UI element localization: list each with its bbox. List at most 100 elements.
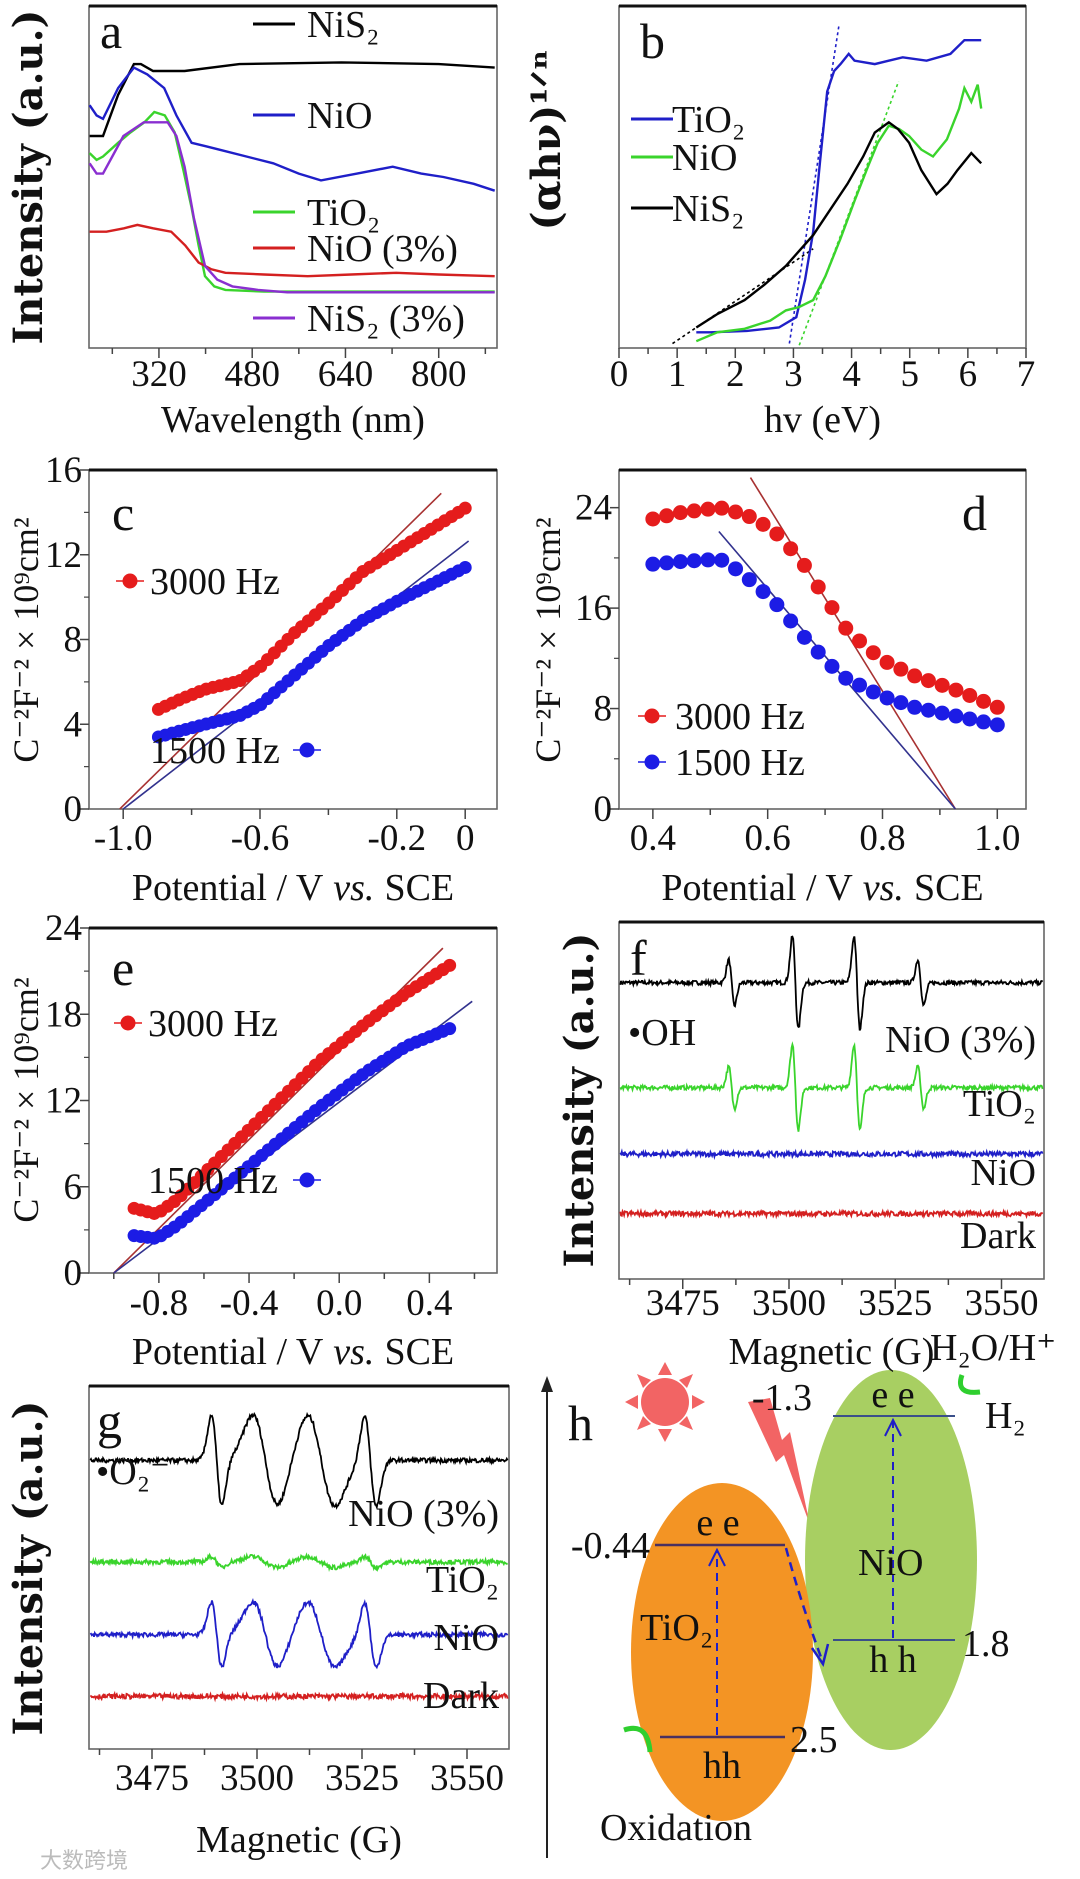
series-0: [127, 958, 457, 1220]
spectrum-label: NiO (3%): [348, 1493, 499, 1535]
legend-label: 1500 Hz: [675, 742, 805, 784]
series-0: [645, 500, 1005, 715]
series-line: [695, 84, 983, 343]
legend-entry: TiO₂: [631, 99, 745, 141]
x-tick-label: 3: [784, 354, 803, 395]
sun-icon: [625, 1362, 705, 1442]
legend-entry: NiS₂: [631, 188, 744, 230]
data-point: [769, 597, 785, 613]
legend-label: 3000 Hz: [675, 696, 805, 738]
data-point: [948, 708, 964, 724]
series-1: [695, 84, 983, 343]
data-point: [458, 501, 472, 515]
tio2-holes: hh: [703, 1745, 741, 1787]
energy-axis-arrowhead: [541, 1376, 553, 1392]
data-point: [714, 500, 730, 516]
series-1: [89, 1552, 509, 1572]
x-tick-label: -0.2: [368, 818, 427, 859]
legend-marker: [120, 1015, 136, 1031]
oxidation-label: Oxidation: [600, 1807, 752, 1849]
series-1: [645, 552, 1005, 733]
data-point: [672, 554, 688, 570]
y-tick-label: 12: [45, 535, 82, 576]
x-axis-label: Wavelength (nm): [161, 399, 425, 441]
epr-spectrum-line: [90, 1690, 509, 1703]
legend-marker: [299, 1172, 315, 1188]
x-tick-label: 3550: [430, 1758, 504, 1799]
legend-label: 1500 Hz: [148, 1160, 278, 1202]
legend-label: TiO₂: [307, 192, 380, 234]
epr-spectrum-line: [619, 935, 1044, 1031]
spectrum-label: TiO₂: [963, 1083, 1036, 1125]
y-tick-label: 0: [594, 789, 613, 830]
series-0: [619, 935, 1044, 1031]
data-point: [741, 509, 757, 525]
series-line: [696, 39, 982, 334]
spectrum-label: Dark: [423, 1675, 499, 1717]
x-tick-label: 0.4: [406, 1283, 452, 1324]
nio-electrons: e e: [871, 1374, 914, 1416]
data-point: [714, 552, 730, 568]
x-axis-label-part: vs.: [333, 1331, 374, 1373]
x-tick-label: 7: [1017, 354, 1036, 395]
panel-g: g 3475 3500 3525 3550 Magnetic (G) Intensity (…: [5, 1384, 510, 1861]
data-point: [659, 555, 675, 571]
y-axis-label: Intensity (a.u.): [556, 933, 603, 1268]
data-point: [796, 557, 812, 573]
tio2-electrons: e e: [696, 1502, 739, 1544]
legend-label: NiO: [307, 95, 372, 137]
x-tick-label: 3525: [325, 1758, 399, 1799]
x-tick-label: 320: [131, 354, 187, 395]
x-tick-label: 0.0: [316, 1283, 362, 1324]
epr-spectrum-line: [619, 1148, 1044, 1161]
panel-letter-f: f: [630, 930, 647, 986]
x-tick-label: 3475: [115, 1758, 189, 1799]
epr-spectrum-line: [619, 1207, 1044, 1220]
legend-entry: NiS₂: [253, 4, 379, 46]
series-1: [619, 1041, 1044, 1132]
legend-entry: 3000 Hz: [116, 561, 280, 603]
product-label: H₂: [985, 1395, 1026, 1437]
fit-line: [798, 80, 900, 346]
data-point: [879, 654, 895, 670]
x-tick-label: 3500: [752, 1283, 826, 1324]
legend-entry: NiS₂ (3%): [253, 298, 465, 340]
x-tick-label: 0.4: [630, 818, 676, 859]
legend-marker: [644, 708, 660, 724]
data-point: [989, 699, 1005, 715]
legend-marker: [299, 742, 315, 758]
legend-label: NiS₂: [672, 188, 744, 230]
x-tick-label: 0.6: [745, 818, 791, 859]
x-tick-label: 1: [668, 354, 687, 395]
data-point: [920, 702, 936, 718]
x-tick-label: 2: [726, 354, 745, 395]
x-tick-label: 6: [959, 354, 978, 395]
legend-entry: NiO: [631, 137, 737, 179]
data-point: [672, 505, 688, 521]
panel-letter-h: h: [568, 1395, 593, 1451]
series-3: [619, 1207, 1044, 1220]
x-axis-label-part: Potential / V: [132, 867, 324, 909]
panel-h-band-diagram: h e e hh e e h h TiO₂ NiO -0.44 2.5 -1.3…: [541, 1327, 1056, 1858]
lightning-icon: [748, 1398, 810, 1525]
curved-arrow-icon: [958, 1374, 981, 1395]
series-0: [696, 39, 982, 334]
data-point: [962, 687, 978, 703]
nio-cb-potential: -1.3: [752, 1377, 812, 1419]
legend-entry: 1500 Hz: [148, 1160, 321, 1202]
y-axis-label: (αhν)¹ᐟⁿ: [523, 50, 570, 231]
data-point: [755, 584, 771, 600]
legend-label: 3000 Hz: [148, 1003, 278, 1045]
data-point: [907, 668, 923, 684]
panel-letter-a: a: [100, 3, 122, 59]
legend-entry: NiO (3%): [253, 228, 458, 270]
data-point: [948, 682, 964, 698]
x-tick-label: 0.8: [859, 818, 905, 859]
legend-label: NiS₂: [307, 4, 379, 46]
y-axis-label: Intensity (a.u.): [5, 1401, 52, 1736]
data-point: [769, 526, 785, 542]
legend-entry: 3000 Hz: [114, 1003, 278, 1045]
